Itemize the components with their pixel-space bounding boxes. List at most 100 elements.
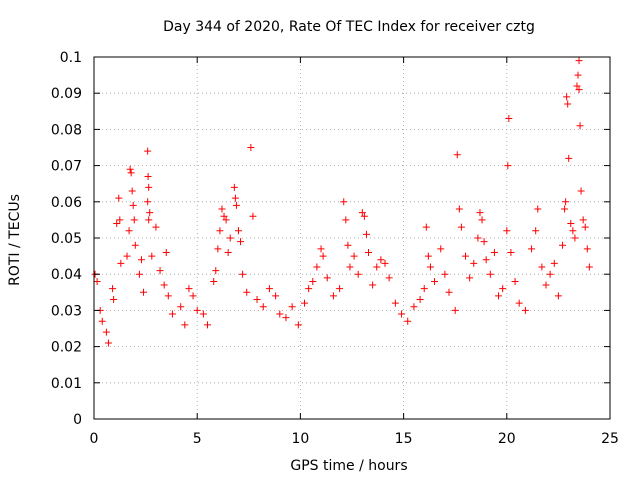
data-point — [350, 252, 358, 260]
data-point — [301, 299, 309, 307]
data-point — [137, 256, 145, 264]
data-point — [125, 227, 133, 235]
data-point — [144, 172, 152, 180]
data-point — [532, 227, 540, 235]
x-tick-label: 25 — [601, 431, 619, 447]
data-point — [354, 270, 362, 278]
data-point — [152, 223, 160, 231]
data-point — [123, 252, 131, 260]
data-point — [181, 321, 189, 329]
y-tick-label: 0.01 — [51, 376, 82, 392]
data-point — [226, 234, 234, 242]
data-point — [564, 100, 572, 108]
data-point — [546, 270, 554, 278]
data-point — [294, 321, 302, 329]
data-point — [168, 310, 176, 318]
data-point — [243, 288, 251, 296]
y-tick-label: 0.1 — [60, 50, 82, 66]
data-point — [398, 310, 406, 318]
data-point — [156, 267, 164, 275]
data-point — [422, 223, 430, 231]
data-point — [575, 57, 583, 65]
data-point — [542, 281, 550, 289]
data-point — [323, 274, 331, 282]
data-point — [431, 277, 439, 285]
data-point — [162, 248, 170, 256]
data-point — [490, 248, 498, 256]
data-point — [288, 303, 296, 311]
data-point — [282, 314, 290, 322]
data-point — [373, 263, 381, 271]
data-point — [515, 299, 523, 307]
data-point — [239, 270, 247, 278]
data-point — [144, 147, 152, 155]
data-point — [230, 183, 238, 191]
data-point — [145, 183, 153, 191]
x-axis-label: GPS time / hours — [290, 458, 407, 474]
x-tick-label: 10 — [291, 431, 309, 447]
data-point — [550, 259, 558, 267]
data-point — [126, 165, 134, 173]
y-tick-label: 0.05 — [51, 231, 82, 247]
data-point — [511, 277, 519, 285]
data-point — [130, 216, 138, 224]
data-point — [336, 285, 344, 293]
data-point — [237, 238, 245, 246]
data-point — [131, 241, 139, 249]
data-point — [505, 115, 513, 123]
data-point — [486, 270, 494, 278]
data-point — [185, 285, 193, 293]
data-point — [581, 223, 589, 231]
data-point — [93, 277, 101, 285]
data-point — [220, 212, 228, 220]
data-point — [576, 122, 584, 130]
data-point — [569, 227, 577, 235]
data-point — [340, 198, 348, 206]
data-point — [204, 321, 212, 329]
data-point — [199, 310, 207, 318]
data-point — [128, 187, 136, 195]
data-point — [503, 227, 511, 235]
data-point — [272, 292, 280, 300]
data-point — [521, 306, 529, 314]
data-point — [453, 151, 461, 159]
data-point — [462, 252, 470, 260]
y-tick-label: 0.04 — [51, 267, 82, 283]
data-point — [305, 285, 313, 293]
data-point — [115, 194, 123, 202]
data-point — [385, 274, 393, 282]
data-point — [342, 216, 350, 224]
data-point — [222, 216, 230, 224]
data-point — [247, 144, 255, 151]
data-point — [148, 252, 156, 260]
data-point — [104, 339, 112, 347]
data-point — [144, 198, 152, 206]
plot-frame — [93, 56, 611, 420]
axis-ticks: 0 0.01 0.02 0.03 0.04 0.05 0.06 0.07 0.08 0.09 0.1… — [51, 50, 619, 447]
data-point — [189, 292, 197, 300]
data-point — [474, 234, 482, 242]
data-point — [575, 86, 583, 94]
data-point — [377, 256, 385, 264]
data-point — [466, 274, 474, 282]
data-point — [218, 205, 226, 213]
data-point — [538, 263, 546, 271]
data-point — [146, 209, 154, 217]
data-point — [554, 292, 562, 300]
data-point — [265, 285, 273, 293]
y-tick-label: 0.06 — [51, 195, 82, 211]
data-point — [360, 212, 368, 220]
data-point — [504, 162, 512, 170]
grid-lines — [94, 57, 610, 419]
data-point — [391, 299, 399, 307]
data-point — [562, 198, 570, 206]
data-point — [571, 234, 579, 242]
data-point — [259, 303, 267, 311]
data-point — [424, 252, 432, 260]
data-points — [91, 57, 593, 347]
data-point — [249, 212, 257, 220]
chart-title: Day 344 of 2020, Rate Of TEC Index for r… — [163, 19, 535, 35]
data-point — [534, 205, 542, 213]
data-point — [276, 310, 284, 318]
data-point — [381, 259, 389, 267]
